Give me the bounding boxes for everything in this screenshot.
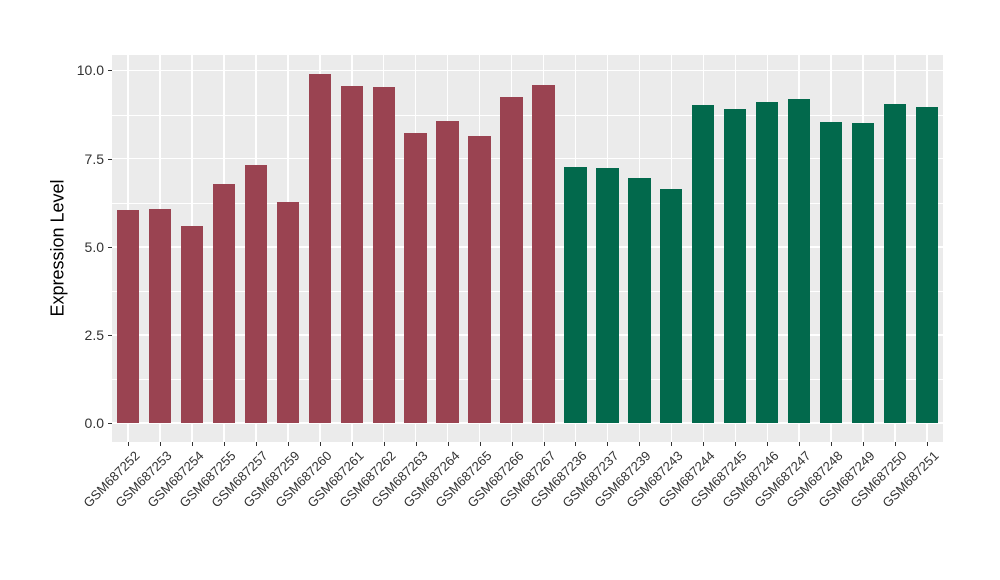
plot-panel	[112, 55, 943, 442]
y-tick-mark	[108, 158, 112, 160]
x-tick-mark	[191, 442, 193, 446]
bar-GSM687251	[915, 106, 939, 424]
y-tick-mark	[108, 335, 112, 336]
y-tick-mark	[108, 246, 112, 248]
bar-GSM687266	[500, 96, 523, 424]
bar-GSM687245	[724, 108, 747, 424]
bar-GSM687247	[788, 99, 811, 424]
y-tick-label: 0.0	[84, 415, 104, 432]
bar-GSM687265	[468, 135, 491, 424]
bar-GSM687264	[436, 121, 459, 424]
x-tick-mark	[863, 442, 865, 446]
x-tick-mark	[767, 442, 769, 446]
bar-GSM687267	[532, 85, 555, 424]
gridline-major	[112, 422, 943, 424]
gridline-minor	[112, 290, 943, 292]
bar-GSM687246	[756, 102, 779, 424]
x-tick-mark	[543, 442, 545, 446]
x-tick-mark	[639, 442, 641, 446]
bar-GSM687254	[180, 225, 204, 424]
x-tick-mark	[128, 442, 129, 446]
x-tick-mark	[479, 442, 481, 446]
x-tick-mark	[895, 442, 897, 446]
y-tick-label: 10.0	[76, 62, 104, 79]
bar-GSM687253	[148, 209, 172, 424]
x-tick-mark	[735, 442, 737, 446]
x-tick-mark	[159, 442, 161, 446]
bar-GSM687259	[276, 201, 299, 424]
bar-GSM687252	[116, 209, 140, 424]
gridline-major	[112, 334, 943, 336]
y-tick-mark	[108, 423, 112, 425]
bar-GSM687257	[244, 165, 267, 424]
gridline-major	[112, 157, 943, 160]
x-tick-mark	[703, 442, 705, 446]
gridline-major	[112, 69, 943, 72]
x-tick-mark	[223, 442, 225, 446]
bar-GSM687263	[404, 132, 427, 424]
x-tick-mark	[383, 442, 385, 446]
y-tick-label: 7.5	[84, 150, 104, 167]
bar-GSM687243	[660, 189, 683, 424]
x-tick-mark	[799, 442, 801, 446]
x-tick-mark	[511, 442, 513, 446]
x-tick-mark	[447, 442, 449, 446]
bar-GSM687236	[564, 167, 587, 424]
gridline-minor	[112, 202, 943, 204]
x-tick-mark	[415, 442, 417, 446]
gridline-minor	[112, 379, 943, 380]
x-tick-mark	[671, 442, 673, 446]
bar-GSM687249	[851, 123, 875, 424]
bar-GSM687262	[372, 87, 395, 424]
x-tick-mark	[831, 442, 833, 446]
bar-GSM687250	[883, 103, 907, 424]
bar-GSM687255	[212, 184, 236, 424]
x-tick-mark	[351, 442, 353, 446]
x-tick-mark	[927, 442, 928, 446]
gridline-major	[112, 246, 943, 248]
x-tick-mark	[255, 442, 257, 446]
bar-GSM687237	[596, 168, 619, 424]
bar-GSM687239	[628, 178, 651, 424]
bar-GSM687260	[308, 74, 331, 424]
bar-GSM687248	[819, 122, 843, 424]
x-tick-mark	[287, 442, 289, 446]
y-tick-label: 5.0	[84, 238, 104, 255]
bar-GSM687261	[340, 85, 363, 424]
x-tick-mark	[319, 442, 321, 446]
y-tick-mark	[108, 70, 112, 72]
x-tick-mark	[575, 442, 577, 446]
gridline-minor	[112, 114, 943, 116]
y-tick-label: 2.5	[84, 327, 104, 343]
x-tick-mark	[607, 442, 609, 446]
bar-GSM687244	[692, 105, 715, 424]
